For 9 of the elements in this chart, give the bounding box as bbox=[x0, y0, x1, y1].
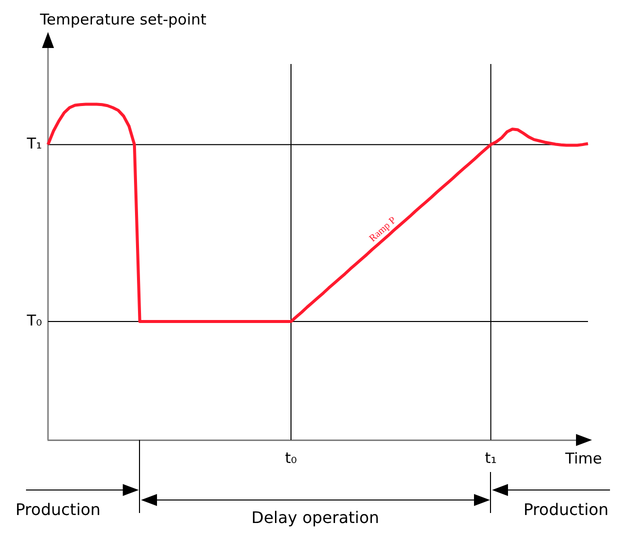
x-tick-label: t₁ bbox=[484, 448, 497, 467]
text: Production bbox=[14, 500, 102, 519]
x-axis-title: Time bbox=[564, 449, 602, 468]
ref-line-label: T₀ bbox=[26, 311, 42, 330]
text: Production bbox=[522, 500, 610, 519]
x-tick-label: t₀ bbox=[285, 448, 297, 467]
ref-line-label: T₁ bbox=[26, 134, 42, 152]
text: Temperature set-point bbox=[39, 10, 206, 28]
text: Delay operation bbox=[250, 508, 380, 527]
